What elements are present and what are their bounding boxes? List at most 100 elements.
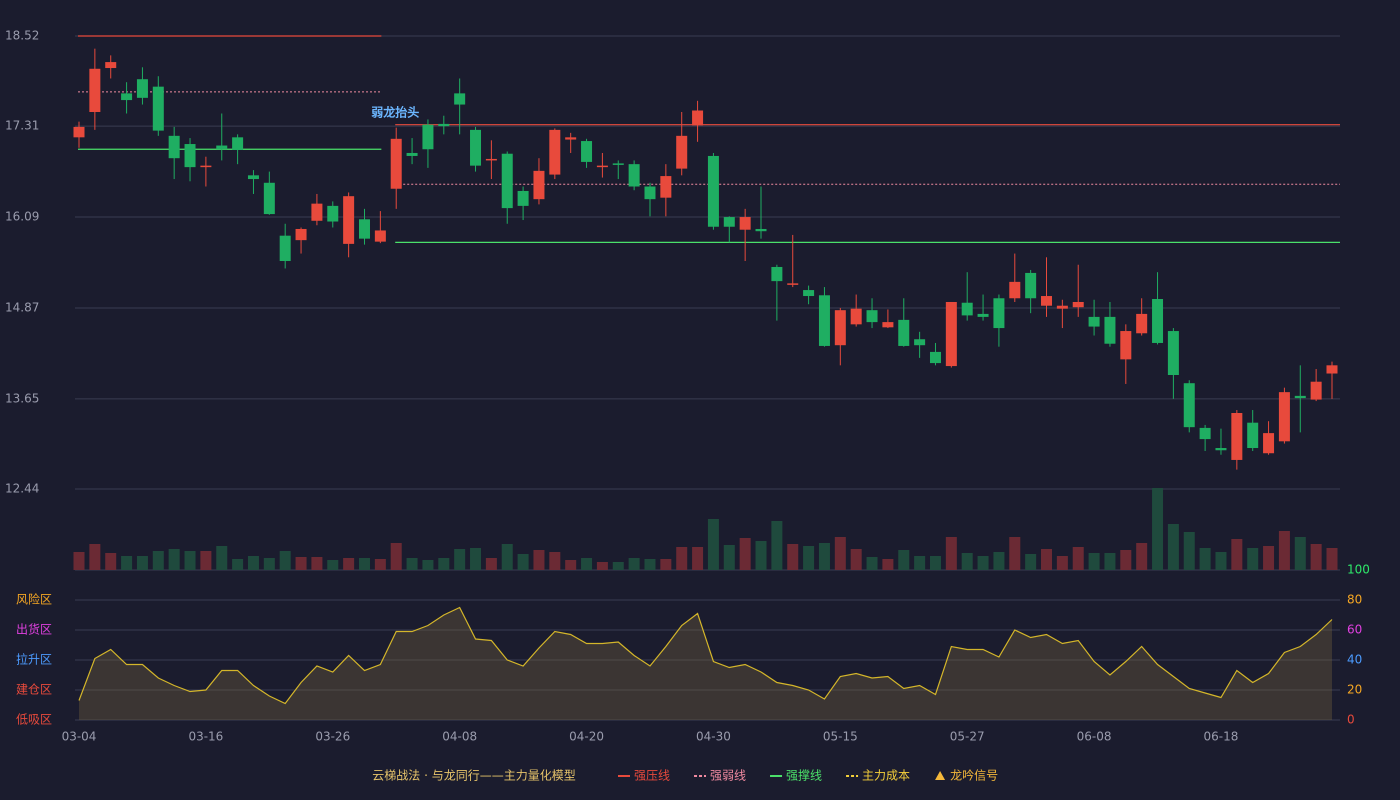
candle-body xyxy=(1167,331,1179,376)
candle-body xyxy=(755,228,767,232)
candle-body xyxy=(1056,305,1068,309)
volume-bar xyxy=(105,553,117,570)
volume-bar xyxy=(581,558,593,570)
volume-bar xyxy=(184,551,196,570)
candle-body xyxy=(723,217,735,227)
volume-bar xyxy=(1199,548,1211,570)
candle-body xyxy=(232,137,244,150)
volume-bar xyxy=(660,559,672,570)
volume-bar xyxy=(882,559,894,570)
candle-body xyxy=(184,144,196,168)
volume-bar xyxy=(850,549,862,570)
volume-bar xyxy=(692,547,704,570)
volume-bar xyxy=(454,549,466,570)
volume-bar xyxy=(168,549,180,570)
volume-bar xyxy=(501,544,513,570)
legend-marker xyxy=(935,771,946,780)
candle-body xyxy=(1104,316,1116,344)
candle-body xyxy=(1136,313,1148,334)
volume-bar xyxy=(232,559,244,570)
volume-bar xyxy=(945,537,957,570)
volume-bar xyxy=(279,551,291,570)
volume-bar xyxy=(1263,546,1275,570)
candle-body xyxy=(565,137,577,140)
candle-body xyxy=(1152,299,1164,343)
candle-body xyxy=(327,205,339,222)
volume-bar xyxy=(723,545,735,570)
x-tick-label: 06-18 xyxy=(1204,730,1239,744)
volume-bar xyxy=(771,521,783,570)
volume-bar xyxy=(628,558,640,570)
volume-bar xyxy=(565,560,577,570)
x-tick-label: 04-08 xyxy=(442,730,477,744)
volume-bar xyxy=(1009,537,1021,570)
volume-bar xyxy=(263,558,275,570)
candle-body xyxy=(121,93,133,101)
candle-body xyxy=(1088,316,1100,327)
volume-bar xyxy=(834,537,846,570)
volume-bar xyxy=(1104,553,1116,570)
y-tick-label: 13.65 xyxy=(5,391,39,405)
candle-body xyxy=(596,165,608,168)
volume-bar xyxy=(866,557,878,570)
y-tick-label: 20 xyxy=(1347,683,1362,697)
candle-body xyxy=(914,339,926,346)
candle-body xyxy=(1294,395,1306,399)
volume-bar xyxy=(1088,553,1100,570)
candle-body xyxy=(374,230,386,242)
zone-label: 出货区 xyxy=(16,622,52,637)
volume-bar xyxy=(612,562,624,570)
volume-bar xyxy=(676,547,688,570)
candle-body xyxy=(977,313,989,317)
legend-label: 强撑线 xyxy=(786,768,822,783)
volume-bar xyxy=(914,556,926,570)
candle-body xyxy=(929,351,941,364)
volume-bar xyxy=(755,541,767,570)
candle-body xyxy=(882,322,894,328)
volume-bar xyxy=(374,559,386,570)
legend-label: 强压线 xyxy=(634,769,670,783)
candle-body xyxy=(850,308,862,325)
volume-bar xyxy=(596,562,608,570)
y-tick-label: 100 xyxy=(1347,563,1370,577)
candle-body xyxy=(1310,381,1322,400)
candle-body xyxy=(454,93,466,105)
volume-bar xyxy=(707,519,719,570)
zone-label: 拉升区 xyxy=(16,652,52,667)
x-tick-label: 05-15 xyxy=(823,730,858,744)
y-tick-label: 80 xyxy=(1347,593,1362,607)
candle-body xyxy=(1183,383,1195,428)
candle-body xyxy=(152,86,164,131)
legend-label: 强弱线 xyxy=(710,769,746,783)
volume-bar xyxy=(216,546,228,570)
volume-bar xyxy=(470,548,482,570)
volume-bar xyxy=(961,553,973,570)
annotation: 弱龙抬头 xyxy=(371,105,419,120)
candle-body xyxy=(1120,331,1132,360)
volume-bar xyxy=(136,556,148,570)
y-tick-label: 14.87 xyxy=(5,300,39,314)
candle-body xyxy=(993,298,1005,329)
volume-bar xyxy=(517,554,529,570)
candle-body xyxy=(644,186,656,200)
candle-body xyxy=(422,124,434,150)
volume-bar xyxy=(73,552,85,570)
candle-body xyxy=(1199,427,1211,440)
x-tick-label: 03-16 xyxy=(188,730,223,744)
candle-body xyxy=(1025,272,1037,299)
volume-bar xyxy=(121,556,133,570)
x-tick-label: 06-08 xyxy=(1077,730,1112,744)
candle-body xyxy=(1326,365,1338,374)
candle-body xyxy=(501,153,513,209)
candle-body xyxy=(692,110,704,126)
volume-bar xyxy=(422,560,434,570)
zone-label: 建仓区 xyxy=(16,683,52,697)
candle-body xyxy=(581,141,593,162)
y-tick-label: 18.52 xyxy=(5,29,39,43)
candle-body xyxy=(438,123,450,127)
volume-bar xyxy=(977,556,989,570)
candle-body xyxy=(517,190,529,206)
candle-body xyxy=(628,164,640,187)
candle-body xyxy=(612,163,624,165)
candle-body xyxy=(1072,301,1084,308)
